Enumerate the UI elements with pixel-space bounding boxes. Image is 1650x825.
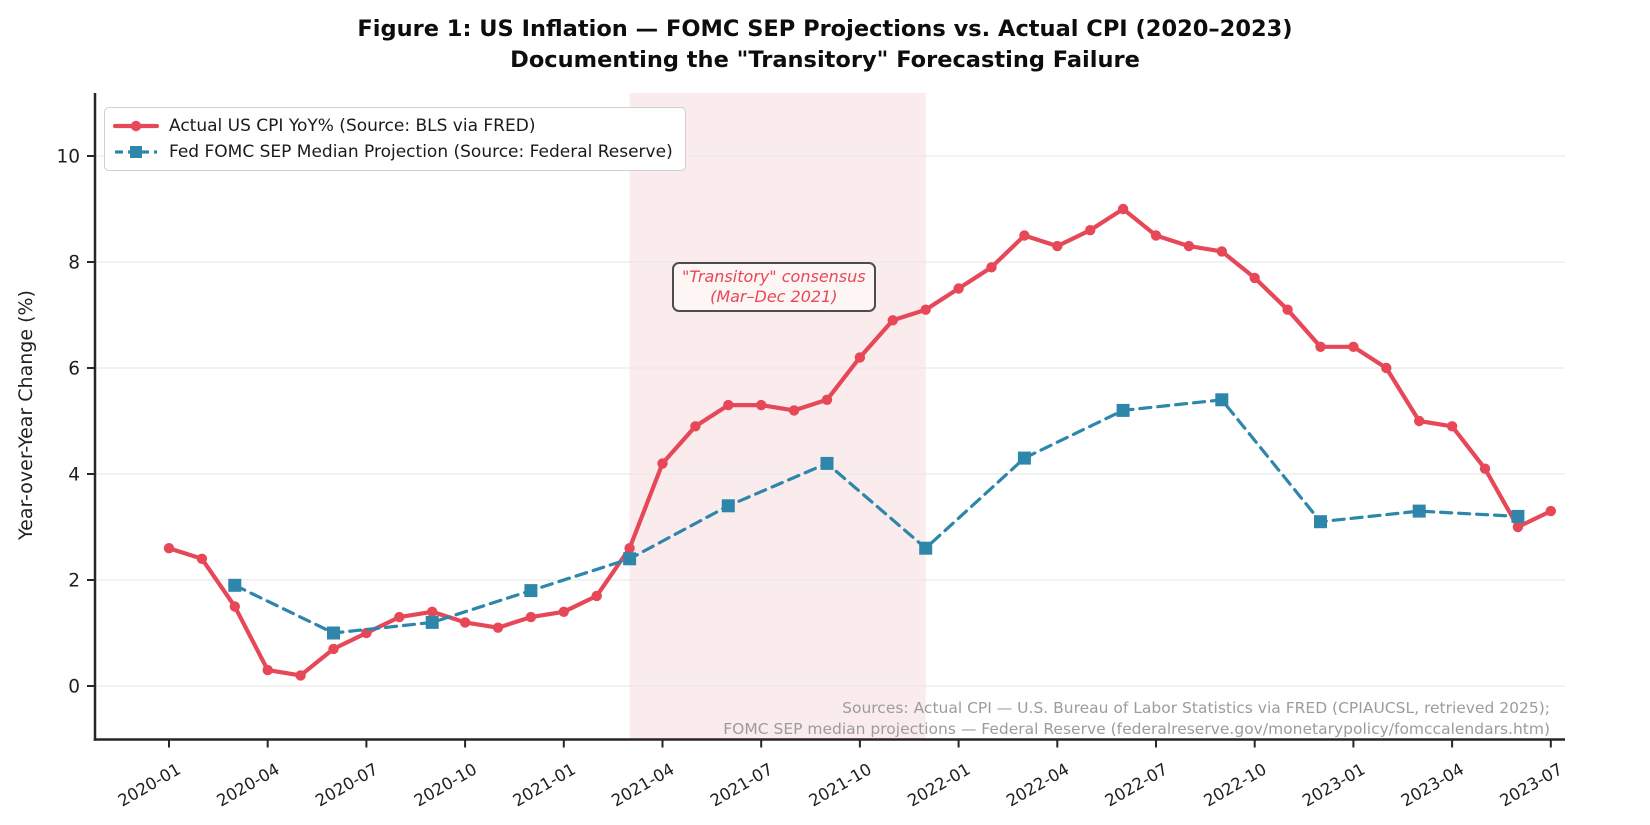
sources-note: Sources: Actual CPI — U.S. Bureau of Lab… <box>650 698 1550 740</box>
cpi-marker <box>591 590 602 602</box>
cpi-marker <box>525 611 537 623</box>
y-tick-label: 10 <box>56 147 80 168</box>
cpi-marker <box>1381 362 1392 374</box>
cpi-marker <box>1216 246 1228 257</box>
y-axis-label: Year-over-Year Change (%) <box>15 290 37 540</box>
cpi-marker <box>723 399 734 411</box>
y-tick-label: 6 <box>68 359 80 380</box>
cpi-marker <box>920 304 931 315</box>
sep-marker <box>1017 451 1031 465</box>
sep-marker <box>623 552 637 566</box>
cpi-marker <box>624 543 635 554</box>
sep-marker <box>1412 504 1426 518</box>
x-tick-label: 2022-07 <box>1102 760 1171 811</box>
sep-marker <box>919 541 933 555</box>
x-tick-label: 2021-01 <box>510 760 579 811</box>
sep-marker <box>1314 515 1327 529</box>
cpi-marker <box>1315 341 1326 352</box>
cpi-marker <box>1150 230 1162 241</box>
cpi-marker <box>459 617 471 628</box>
cpi-marker <box>1249 272 1260 284</box>
cpi-marker <box>1512 521 1524 533</box>
y-tick-label: 2 <box>68 571 80 592</box>
legend-label-cpi: Actual US CPI YoY% (Source: BLS via FRED… <box>169 116 536 136</box>
sources-note-line2: FOMC SEP median projections — Federal Re… <box>723 720 1550 738</box>
cpi-marker <box>1479 463 1491 474</box>
cpi-marker <box>427 606 438 617</box>
sep-marker <box>327 626 340 640</box>
x-tick-label: 2021-10 <box>806 760 875 811</box>
y-tick-label: 0 <box>68 677 80 698</box>
x-tick-label: 2023-01 <box>1299 760 1368 811</box>
x-tick-label: 2022-01 <box>904 760 973 811</box>
cpi-marker <box>657 458 668 469</box>
transitory-annotation-line2: (Mar–Dec 2021) <box>710 287 838 306</box>
sep-marker <box>820 456 834 470</box>
y-tick-label: 4 <box>68 465 80 486</box>
cpi-marker <box>986 262 997 273</box>
cpi-marker <box>690 421 701 432</box>
cpi-line-sample-icon <box>113 120 159 132</box>
x-tick-label: 2022-04 <box>1003 760 1072 811</box>
transitory-annotation-line1: "Transitory" consensus <box>682 267 866 286</box>
y-tick-label: 8 <box>68 253 80 274</box>
transitory-annotation: "Transitory" consensus (Mar–Dec 2021) <box>672 262 876 312</box>
sep-marker <box>721 499 735 513</box>
cpi-marker <box>953 283 964 294</box>
cpi-marker <box>394 611 405 623</box>
sep-marker <box>425 615 439 629</box>
sep-marker <box>1511 509 1525 523</box>
cpi-marker <box>492 622 504 633</box>
cpi-marker <box>1282 304 1293 315</box>
cpi-marker <box>1085 225 1096 236</box>
cpi-marker <box>1446 421 1458 432</box>
x-tick-label: 2023-07 <box>1497 760 1566 811</box>
x-tick-label: 2020-04 <box>213 760 282 811</box>
x-tick-label: 2020-01 <box>115 760 184 811</box>
cpi-marker <box>558 606 569 617</box>
transitory-band <box>629 93 926 740</box>
x-tick-label: 2020-07 <box>312 760 381 811</box>
x-tick-label: 2021-04 <box>608 760 677 811</box>
cpi-marker <box>196 553 208 564</box>
chart-title-line2: Documenting the "Transitory" Forecasting… <box>510 47 1140 73</box>
legend-label-sep: Fed FOMC SEP Median Projection (Source: … <box>169 142 673 162</box>
cpi-marker <box>821 394 833 405</box>
cpi-marker <box>1414 415 1425 427</box>
cpi-marker <box>1117 203 1129 215</box>
cpi-marker <box>262 664 273 676</box>
cpi-marker <box>1183 240 1195 252</box>
x-tick-label: 2021-07 <box>707 760 776 811</box>
sources-note-line1: Sources: Actual CPI — U.S. Bureau of Lab… <box>842 699 1550 717</box>
cpi-marker <box>788 405 800 416</box>
sep-marker <box>228 578 242 592</box>
cpi-marker <box>229 601 240 612</box>
legend-entry-sep: Fed FOMC SEP Median Projection (Source: … <box>113 139 673 165</box>
x-tick-label: 2020-10 <box>411 760 480 811</box>
sep-line-sample-icon <box>115 146 157 158</box>
cpi-marker <box>163 543 175 554</box>
cpi-marker <box>1348 341 1359 352</box>
chart-title: Figure 1: US Inflation — FOMC SEP Projec… <box>0 14 1650 76</box>
sep-marker <box>524 584 538 598</box>
cpi-marker <box>1545 505 1557 517</box>
x-tick-label: 2023-04 <box>1398 760 1467 811</box>
cpi-marker <box>887 315 898 326</box>
sep-marker <box>1116 403 1130 417</box>
cpi-marker <box>756 399 767 411</box>
legend-entry-cpi: Actual US CPI YoY% (Source: BLS via FRED… <box>113 113 673 139</box>
sep-marker <box>1215 393 1229 407</box>
x-tick-label: 2022-10 <box>1200 760 1269 811</box>
sep-line <box>233 398 1520 635</box>
cpi-marker <box>295 670 306 681</box>
cpi-marker <box>328 643 339 655</box>
cpi-marker <box>1052 240 1063 252</box>
chart-title-line1: Figure 1: US Inflation — FOMC SEP Projec… <box>357 16 1293 42</box>
cpi-marker <box>1019 230 1030 241</box>
cpi-marker <box>854 352 866 363</box>
legend: Actual US CPI YoY% (Source: BLS via FRED… <box>104 107 686 171</box>
